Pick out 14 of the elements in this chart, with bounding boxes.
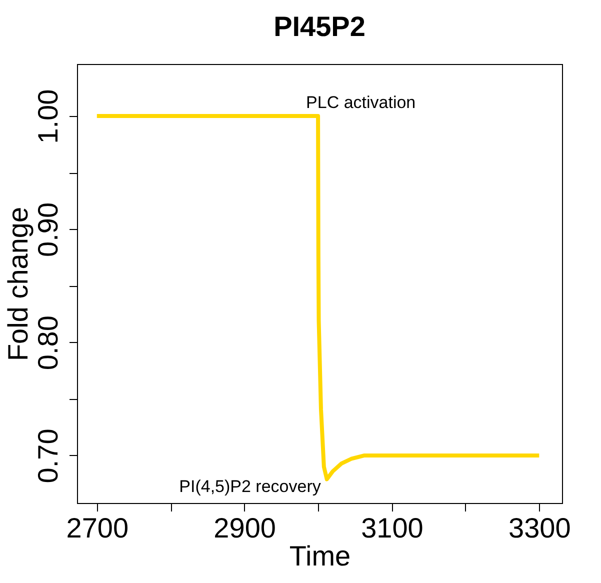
x-axis-title: Time bbox=[289, 540, 351, 572]
x-tick-label: 2700 bbox=[66, 512, 129, 544]
x-tick-label: 2900 bbox=[214, 512, 276, 544]
annotation: PI(4,5)P2 recovery bbox=[179, 477, 322, 496]
y-tick-label: 1.00 bbox=[32, 89, 64, 144]
y-tick-label: 0.80 bbox=[32, 316, 64, 370]
y-tick-label: 0.70 bbox=[32, 428, 64, 484]
annotation: PLC activation bbox=[306, 93, 416, 112]
x-tick-label: 3300 bbox=[508, 512, 571, 544]
y-axis-title: Fold change bbox=[2, 206, 34, 362]
y-tick-label: 0.90 bbox=[32, 202, 64, 257]
line-series bbox=[94, 114, 542, 482]
chart-title: PI45P2 bbox=[274, 11, 366, 42]
x-tick-label: 3100 bbox=[361, 512, 424, 544]
